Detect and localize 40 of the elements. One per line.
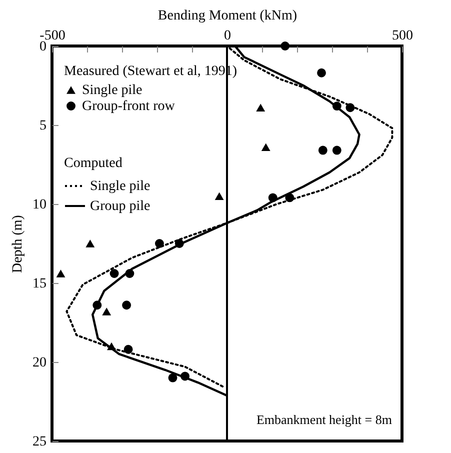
point — [285, 193, 294, 202]
y-tick-label: 15 — [32, 276, 46, 292]
point — [280, 42, 290, 50]
point — [110, 269, 119, 278]
legend-label: Group pile — [90, 199, 150, 214]
x-axis-title: Bending Moment (kNm) — [158, 8, 298, 24]
annotation: Computed — [64, 156, 122, 171]
y-axis-title: Depth (m) — [10, 214, 26, 273]
point — [125, 269, 134, 278]
point — [92, 300, 102, 310]
x-tick-label: 500 — [392, 28, 413, 44]
point — [56, 270, 66, 278]
point — [332, 146, 342, 155]
legend-label: Group-front row — [82, 99, 176, 114]
y-tick-label: 25 — [32, 434, 46, 450]
y-tick-label: 20 — [32, 356, 46, 370]
y-tick-label: 0 — [40, 40, 46, 54]
point — [180, 372, 190, 381]
point — [346, 103, 355, 112]
y-tick-label: 10 — [32, 198, 46, 212]
point — [318, 146, 328, 155]
point — [317, 68, 326, 78]
point — [154, 239, 164, 248]
point — [332, 102, 342, 111]
point — [102, 308, 112, 316]
x-tick-label: 0 — [224, 28, 231, 44]
point — [168, 373, 178, 382]
point — [261, 143, 270, 151]
point — [256, 104, 266, 112]
point — [268, 193, 278, 202]
point — [86, 240, 95, 248]
y-tick-label: 5 — [40, 118, 46, 134]
point — [214, 192, 224, 200]
legend-label: Single pile — [90, 179, 150, 194]
point — [174, 239, 184, 248]
point — [122, 300, 132, 310]
legend-label: Single pile — [82, 83, 142, 98]
point — [107, 342, 116, 350]
point — [124, 344, 133, 354]
annotation: Embankment height = 8m — [256, 412, 392, 427]
